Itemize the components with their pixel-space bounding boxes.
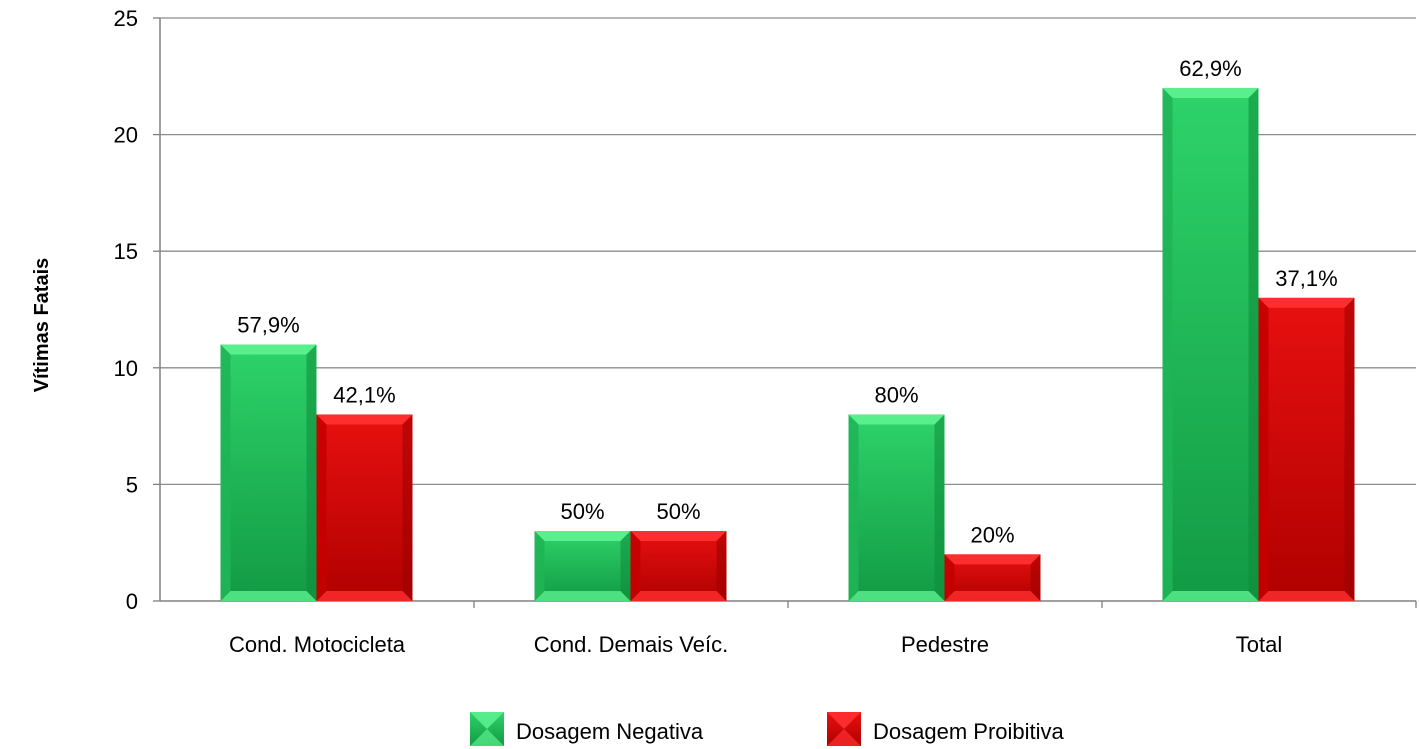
bar-bevel-bottom (534, 591, 631, 601)
bar-bevel-top (1162, 87, 1259, 98)
bar-bevel-left (1162, 87, 1173, 601)
y-tick-label: 5 (126, 472, 138, 497)
bar-bevel-left (944, 554, 955, 601)
bar-bevel-right (306, 344, 317, 601)
legend-swatch-bevel (827, 729, 861, 746)
y-tick-label: 20 (114, 123, 138, 148)
legend: Dosagem Negativa Dosagem Proibitiva (470, 712, 1065, 746)
bar-bevel-bottom (316, 591, 413, 601)
bar-bevel-top (630, 531, 727, 542)
bar-bevel-left (534, 531, 545, 601)
bar (944, 554, 1041, 601)
bar-body (630, 531, 727, 601)
bar-body (1162, 87, 1259, 601)
x-tick-label: Cond. Motocicleta (229, 632, 406, 657)
data-label: 50% (656, 499, 700, 524)
y-tick-label: 0 (126, 589, 138, 614)
bar-bevel-left (1258, 297, 1269, 601)
data-label: 42,1% (333, 382, 395, 407)
x-tick-label: Pedestre (901, 632, 989, 657)
bar-bevel-left (848, 414, 859, 601)
bar-bevel-bottom (630, 591, 727, 601)
bar-body (848, 414, 945, 601)
bar-body (220, 344, 317, 601)
legend-swatch-bevel (827, 712, 861, 729)
bar-body (534, 531, 631, 601)
bar-bevel-bottom (220, 591, 317, 601)
legend-item: Dosagem Proibitiva (827, 712, 1065, 746)
data-label: 57,9% (237, 312, 299, 337)
bar-bevel-bottom (1258, 591, 1355, 601)
bar-bevel-right (1030, 554, 1041, 601)
bar-bevel-top (848, 414, 945, 425)
axes: 0 5 10 15 20 25 Cond. Motocicleta Cond. Demais … (114, 6, 1417, 657)
data-label: 62,9% (1179, 56, 1241, 81)
y-tick-label: 10 (114, 356, 138, 381)
bar-bevel-bottom (848, 591, 945, 601)
x-tick-label: Cond. Demais Veíc. (534, 632, 728, 657)
bars (220, 87, 1355, 601)
bar (316, 414, 413, 601)
bar-bevel-left (316, 414, 327, 601)
bar (848, 414, 945, 601)
bar-bevel-right (1248, 87, 1259, 601)
bar-bevel-right (716, 531, 727, 601)
bar (1162, 87, 1259, 601)
y-tick-label: 25 (114, 6, 138, 31)
bar (1258, 297, 1355, 601)
bar-bevel-right (934, 414, 945, 601)
bar (630, 531, 727, 601)
bar-bevel-top (1258, 297, 1355, 308)
bar-bevel-bottom (944, 591, 1041, 601)
legend-label: Dosagem Negativa (516, 719, 704, 744)
data-label: 37,1% (1275, 266, 1337, 291)
legend-swatch-bevel (470, 729, 504, 746)
data-label: 20% (970, 522, 1014, 547)
bar-body (316, 414, 413, 601)
bar-bevel-top (944, 554, 1041, 565)
x-tick-label: Total (1236, 632, 1282, 657)
bar-bevel-left (630, 531, 641, 601)
bar-bevel-bottom (1162, 591, 1259, 601)
data-label: 50% (560, 499, 604, 524)
bar-bevel-top (316, 414, 413, 425)
bar-bevel-left (220, 344, 231, 601)
y-tick-label: 15 (114, 239, 138, 264)
bar-body (1258, 297, 1355, 601)
bar-bevel-right (402, 414, 413, 601)
y-axis-label: Vítimas Fatais (31, 258, 53, 393)
bar-bevel-top (534, 531, 631, 542)
legend-swatch-bevel (470, 712, 504, 729)
bar (534, 531, 631, 601)
legend-label: Dosagem Proibitiva (873, 719, 1065, 744)
bar-bevel-right (620, 531, 631, 601)
data-label: 80% (874, 382, 918, 407)
legend-item: Dosagem Negativa (470, 712, 704, 746)
data-labels: 57,9% 42,1% 50% 50% 80% 20% 62,9% 37,1% (237, 56, 1337, 547)
bar (220, 344, 317, 601)
bar-bevel-top (220, 344, 317, 355)
bar-bevel-right (1344, 297, 1355, 601)
